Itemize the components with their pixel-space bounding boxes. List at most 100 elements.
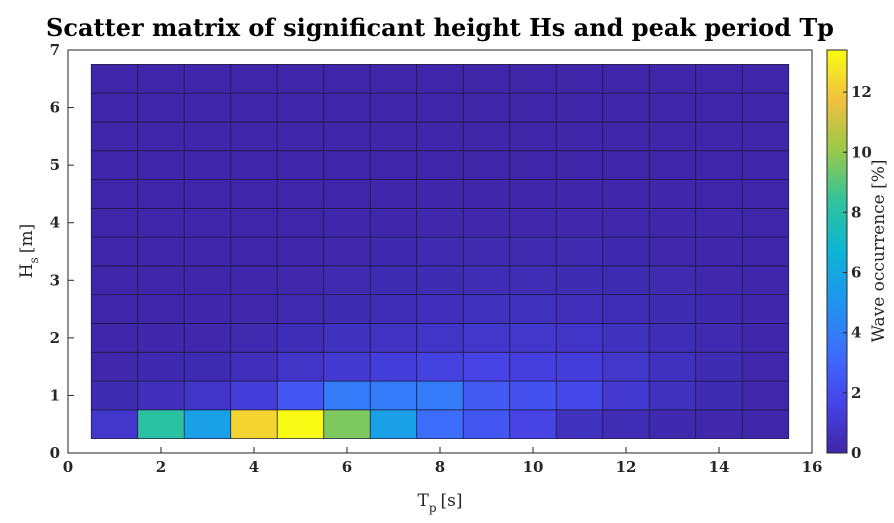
- heatmap-cell: [276, 323, 325, 353]
- heatmap-cell: [416, 265, 464, 296]
- heatmap-cell: [323, 179, 371, 209]
- heatmap-cell: [137, 121, 185, 152]
- heatmap-cell: [695, 294, 743, 324]
- heatmap-cell: [741, 351, 790, 382]
- y-tick-label: 4: [50, 214, 60, 232]
- heatmap-cell: [90, 409, 139, 439]
- heatmap-cell: [230, 351, 278, 382]
- x-axis-label: Tp [s]: [417, 491, 462, 515]
- heatmap-cell: [741, 236, 790, 267]
- heatmap-cell: [741, 380, 790, 411]
- y-axis-ticks: 0 1 2 3 4 5 6 7: [50, 41, 74, 462]
- heatmap-cell: [509, 179, 557, 209]
- heatmap-cell: [462, 150, 511, 180]
- heatmap-cell: [416, 92, 464, 123]
- heatmap-cell: [555, 207, 604, 238]
- heatmap-cell: [183, 92, 232, 123]
- heatmap-cells: [90, 64, 790, 439]
- heatmap-cell: [555, 236, 604, 267]
- heatmap-cell: [369, 323, 418, 353]
- heatmap-cell: [555, 409, 604, 439]
- y-tick-label: 1: [50, 386, 60, 404]
- x-tick-label: 8: [435, 458, 445, 476]
- heatmap-cell: [695, 179, 743, 209]
- heatmap-cell: [137, 409, 185, 439]
- colorbar-tick-label: 0: [851, 444, 861, 462]
- heatmap-cell: [462, 236, 511, 267]
- y-tick-label: 2: [50, 329, 60, 347]
- heatmap-cell: [230, 121, 278, 152]
- heatmap-cell: [369, 92, 418, 123]
- heatmap-cell: [695, 323, 743, 353]
- heatmap-cell: [90, 207, 139, 238]
- heatmap-cell: [137, 323, 185, 353]
- heatmap-cell: [741, 409, 790, 439]
- heatmap-cell: [230, 294, 278, 324]
- heatmap-cell: [695, 265, 743, 296]
- heatmap-cell: [602, 179, 650, 209]
- heatmap-cell: [230, 236, 278, 267]
- heatmap-cell: [276, 236, 325, 267]
- x-tick-label: 14: [709, 458, 730, 476]
- heatmap-cell: [462, 409, 511, 439]
- heatmap-cell: [137, 92, 185, 123]
- heatmap-cell: [416, 351, 464, 382]
- heatmap-cell: [183, 409, 232, 439]
- heatmap-cell: [695, 150, 743, 180]
- heatmap-cell: [509, 265, 557, 296]
- heatmap-cell: [648, 207, 697, 238]
- heatmap-cell: [602, 380, 650, 411]
- heatmap-cell: [323, 207, 371, 238]
- heatmap-cell: [183, 380, 232, 411]
- heatmap-cell: [509, 351, 557, 382]
- heatmap-cell: [369, 121, 418, 152]
- heatmap-cell: [555, 121, 604, 152]
- heatmap-cell: [230, 150, 278, 180]
- heatmap-cell: [555, 351, 604, 382]
- y-axis-label: Hs[m]: [17, 224, 41, 278]
- heatmap-cell: [369, 351, 418, 382]
- heatmap-cell: [509, 380, 557, 411]
- heatmap-cell: [602, 351, 650, 382]
- colorbar-tick-label: 10: [851, 143, 872, 161]
- heatmap-cell: [416, 121, 464, 152]
- heatmap-cell: [741, 179, 790, 209]
- heatmap-cell: [183, 64, 232, 94]
- x-tick-label: 0: [63, 458, 73, 476]
- heatmap-cell: [462, 323, 511, 353]
- heatmap-cell: [555, 265, 604, 296]
- heatmap-cell: [323, 351, 371, 382]
- heatmap-cell: [602, 207, 650, 238]
- heatmap-cell: [416, 323, 464, 353]
- colorbar-tick-label: 4: [851, 324, 861, 342]
- heatmap-cell: [323, 121, 371, 152]
- heatmap-cell: [183, 179, 232, 209]
- heatmap-cell: [648, 121, 697, 152]
- heatmap-cell: [602, 64, 650, 94]
- heatmap-cell: [648, 179, 697, 209]
- heatmap-cell: [462, 64, 511, 94]
- heatmap-cell: [137, 236, 185, 267]
- heatmap-cell: [695, 409, 743, 439]
- heatmap-cell: [648, 323, 697, 353]
- heatmap-cell: [276, 207, 325, 238]
- heatmap-cell: [323, 265, 371, 296]
- heatmap-cell: [369, 150, 418, 180]
- heatmap-cell: [648, 294, 697, 324]
- heatmap-cell: [323, 92, 371, 123]
- heatmap-cell: [741, 92, 790, 123]
- heatmap-cell: [369, 409, 418, 439]
- heatmap-cell: [741, 121, 790, 152]
- colorbar-tick-label: 2: [851, 384, 861, 402]
- heatmap-cell: [276, 121, 325, 152]
- heatmap-cell: [741, 150, 790, 180]
- colorbar: [826, 49, 848, 454]
- heatmap-cell: [648, 380, 697, 411]
- heatmap-cell: [648, 265, 697, 296]
- heatmap-cell: [90, 294, 139, 324]
- heatmap-cell: [323, 380, 371, 411]
- x-tick-label: 12: [616, 458, 637, 476]
- heatmap-cell: [602, 92, 650, 123]
- heatmap-cell: [90, 92, 139, 123]
